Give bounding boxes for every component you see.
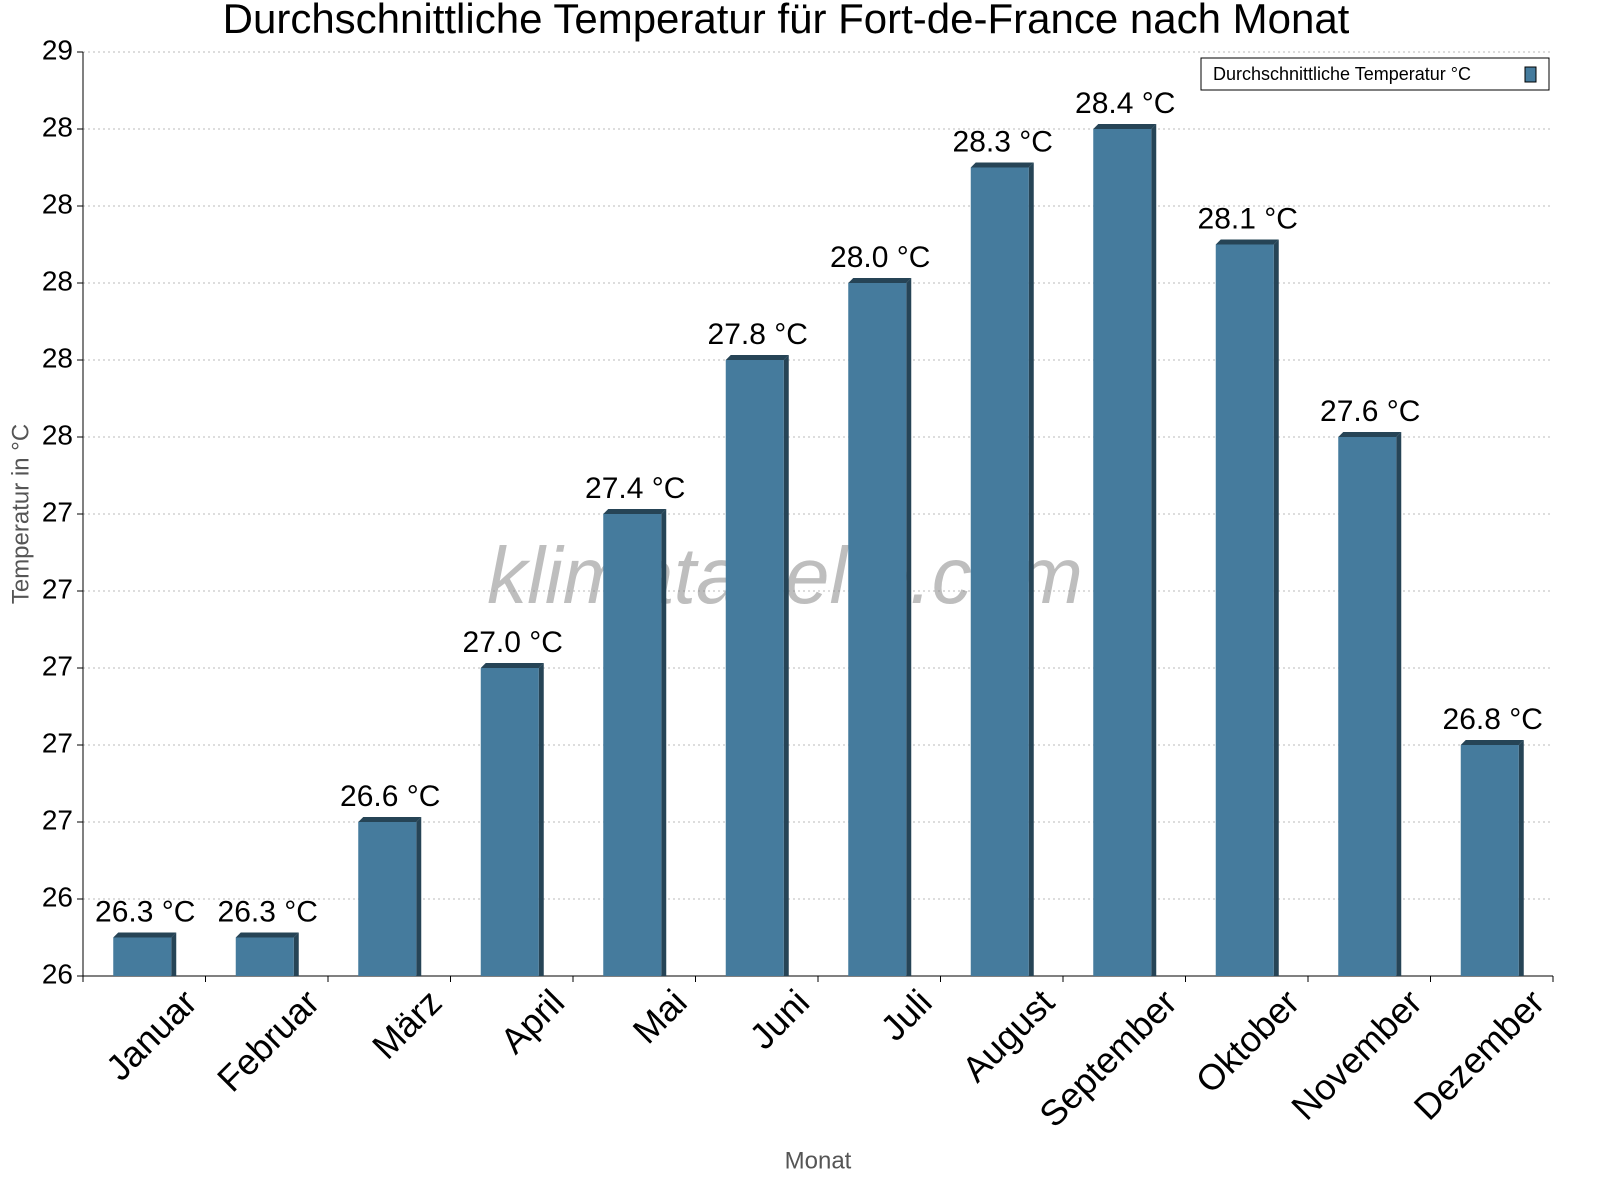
bar xyxy=(358,822,417,976)
legend-box xyxy=(1200,57,1550,91)
bar xyxy=(113,937,172,976)
y-tick-label: 28 xyxy=(42,419,73,450)
bar-top xyxy=(1093,124,1157,129)
bar-top xyxy=(480,663,544,668)
y-tick-label: 26 xyxy=(42,958,73,989)
bar-side xyxy=(293,932,299,976)
bar-top xyxy=(725,355,789,360)
bar xyxy=(725,360,784,976)
data-label: 28.0 °C xyxy=(830,241,930,274)
data-label: 26.3 °C xyxy=(218,895,318,928)
bar-side xyxy=(1273,239,1279,976)
y-tick-label: 26 xyxy=(42,881,73,912)
data-label: 27.0 °C xyxy=(463,626,563,659)
bar-top xyxy=(848,278,912,283)
bar xyxy=(1338,437,1397,976)
bar xyxy=(480,668,539,976)
y-tick-label: 27 xyxy=(42,650,73,681)
legend: Durchschnittliche Temperatur °C xyxy=(1200,57,1550,91)
bar-side xyxy=(1028,162,1034,976)
data-label: 28.4 °C xyxy=(1075,87,1175,120)
data-label: 27.8 °C xyxy=(708,318,808,351)
bar-top xyxy=(1215,239,1279,245)
bar xyxy=(1093,129,1152,976)
bar xyxy=(235,937,294,976)
data-label: 26.6 °C xyxy=(340,780,440,813)
bar-side xyxy=(1518,740,1524,976)
y-tick-label: 28 xyxy=(42,111,73,142)
y-tick-label: 29 xyxy=(42,34,73,65)
legend-label: Durchschnittliche Temperatur °C xyxy=(1213,64,1471,84)
bar-top xyxy=(603,509,667,514)
legend-swatch xyxy=(1524,66,1537,83)
chart-title: Durchschnittliche Temperatur für Fort-de… xyxy=(223,0,1350,42)
data-label: 28.3 °C xyxy=(953,125,1053,158)
bar-top xyxy=(1338,432,1402,437)
x-axis-label: Monat xyxy=(785,1147,852,1174)
bar-top xyxy=(113,932,177,938)
bar xyxy=(1215,244,1274,976)
bar-side xyxy=(416,817,422,976)
y-tick-label: 28 xyxy=(42,188,73,219)
bar xyxy=(848,283,907,976)
y-tick-label: 27 xyxy=(42,727,73,758)
data-label: 27.4 °C xyxy=(585,472,685,505)
y-tick-label: 27 xyxy=(42,804,73,835)
y-tick-label: 27 xyxy=(42,496,73,527)
y-tick-label: 27 xyxy=(42,573,73,604)
bar-side xyxy=(906,278,912,976)
bar xyxy=(970,167,1029,976)
bar-side xyxy=(171,932,177,976)
bar-side xyxy=(661,509,667,976)
data-label: 28.1 °C xyxy=(1198,202,1298,235)
bar-side xyxy=(783,355,789,976)
bar xyxy=(603,514,662,976)
data-label: 27.6 °C xyxy=(1320,395,1420,428)
data-label: 26.3 °C xyxy=(95,895,195,928)
bar xyxy=(1460,745,1519,976)
bar-top xyxy=(358,817,422,822)
y-tick-label: 28 xyxy=(42,342,73,373)
bar-top xyxy=(235,932,299,938)
bar-side xyxy=(1151,124,1157,976)
bar-side xyxy=(1396,432,1402,976)
bar-side xyxy=(538,663,544,976)
bar-top xyxy=(1460,740,1524,745)
data-label: 26.8 °C xyxy=(1443,703,1543,736)
bar-top xyxy=(970,162,1034,168)
y-axis-label: Temperatur in °C xyxy=(7,424,34,604)
y-tick-label: 28 xyxy=(42,265,73,296)
